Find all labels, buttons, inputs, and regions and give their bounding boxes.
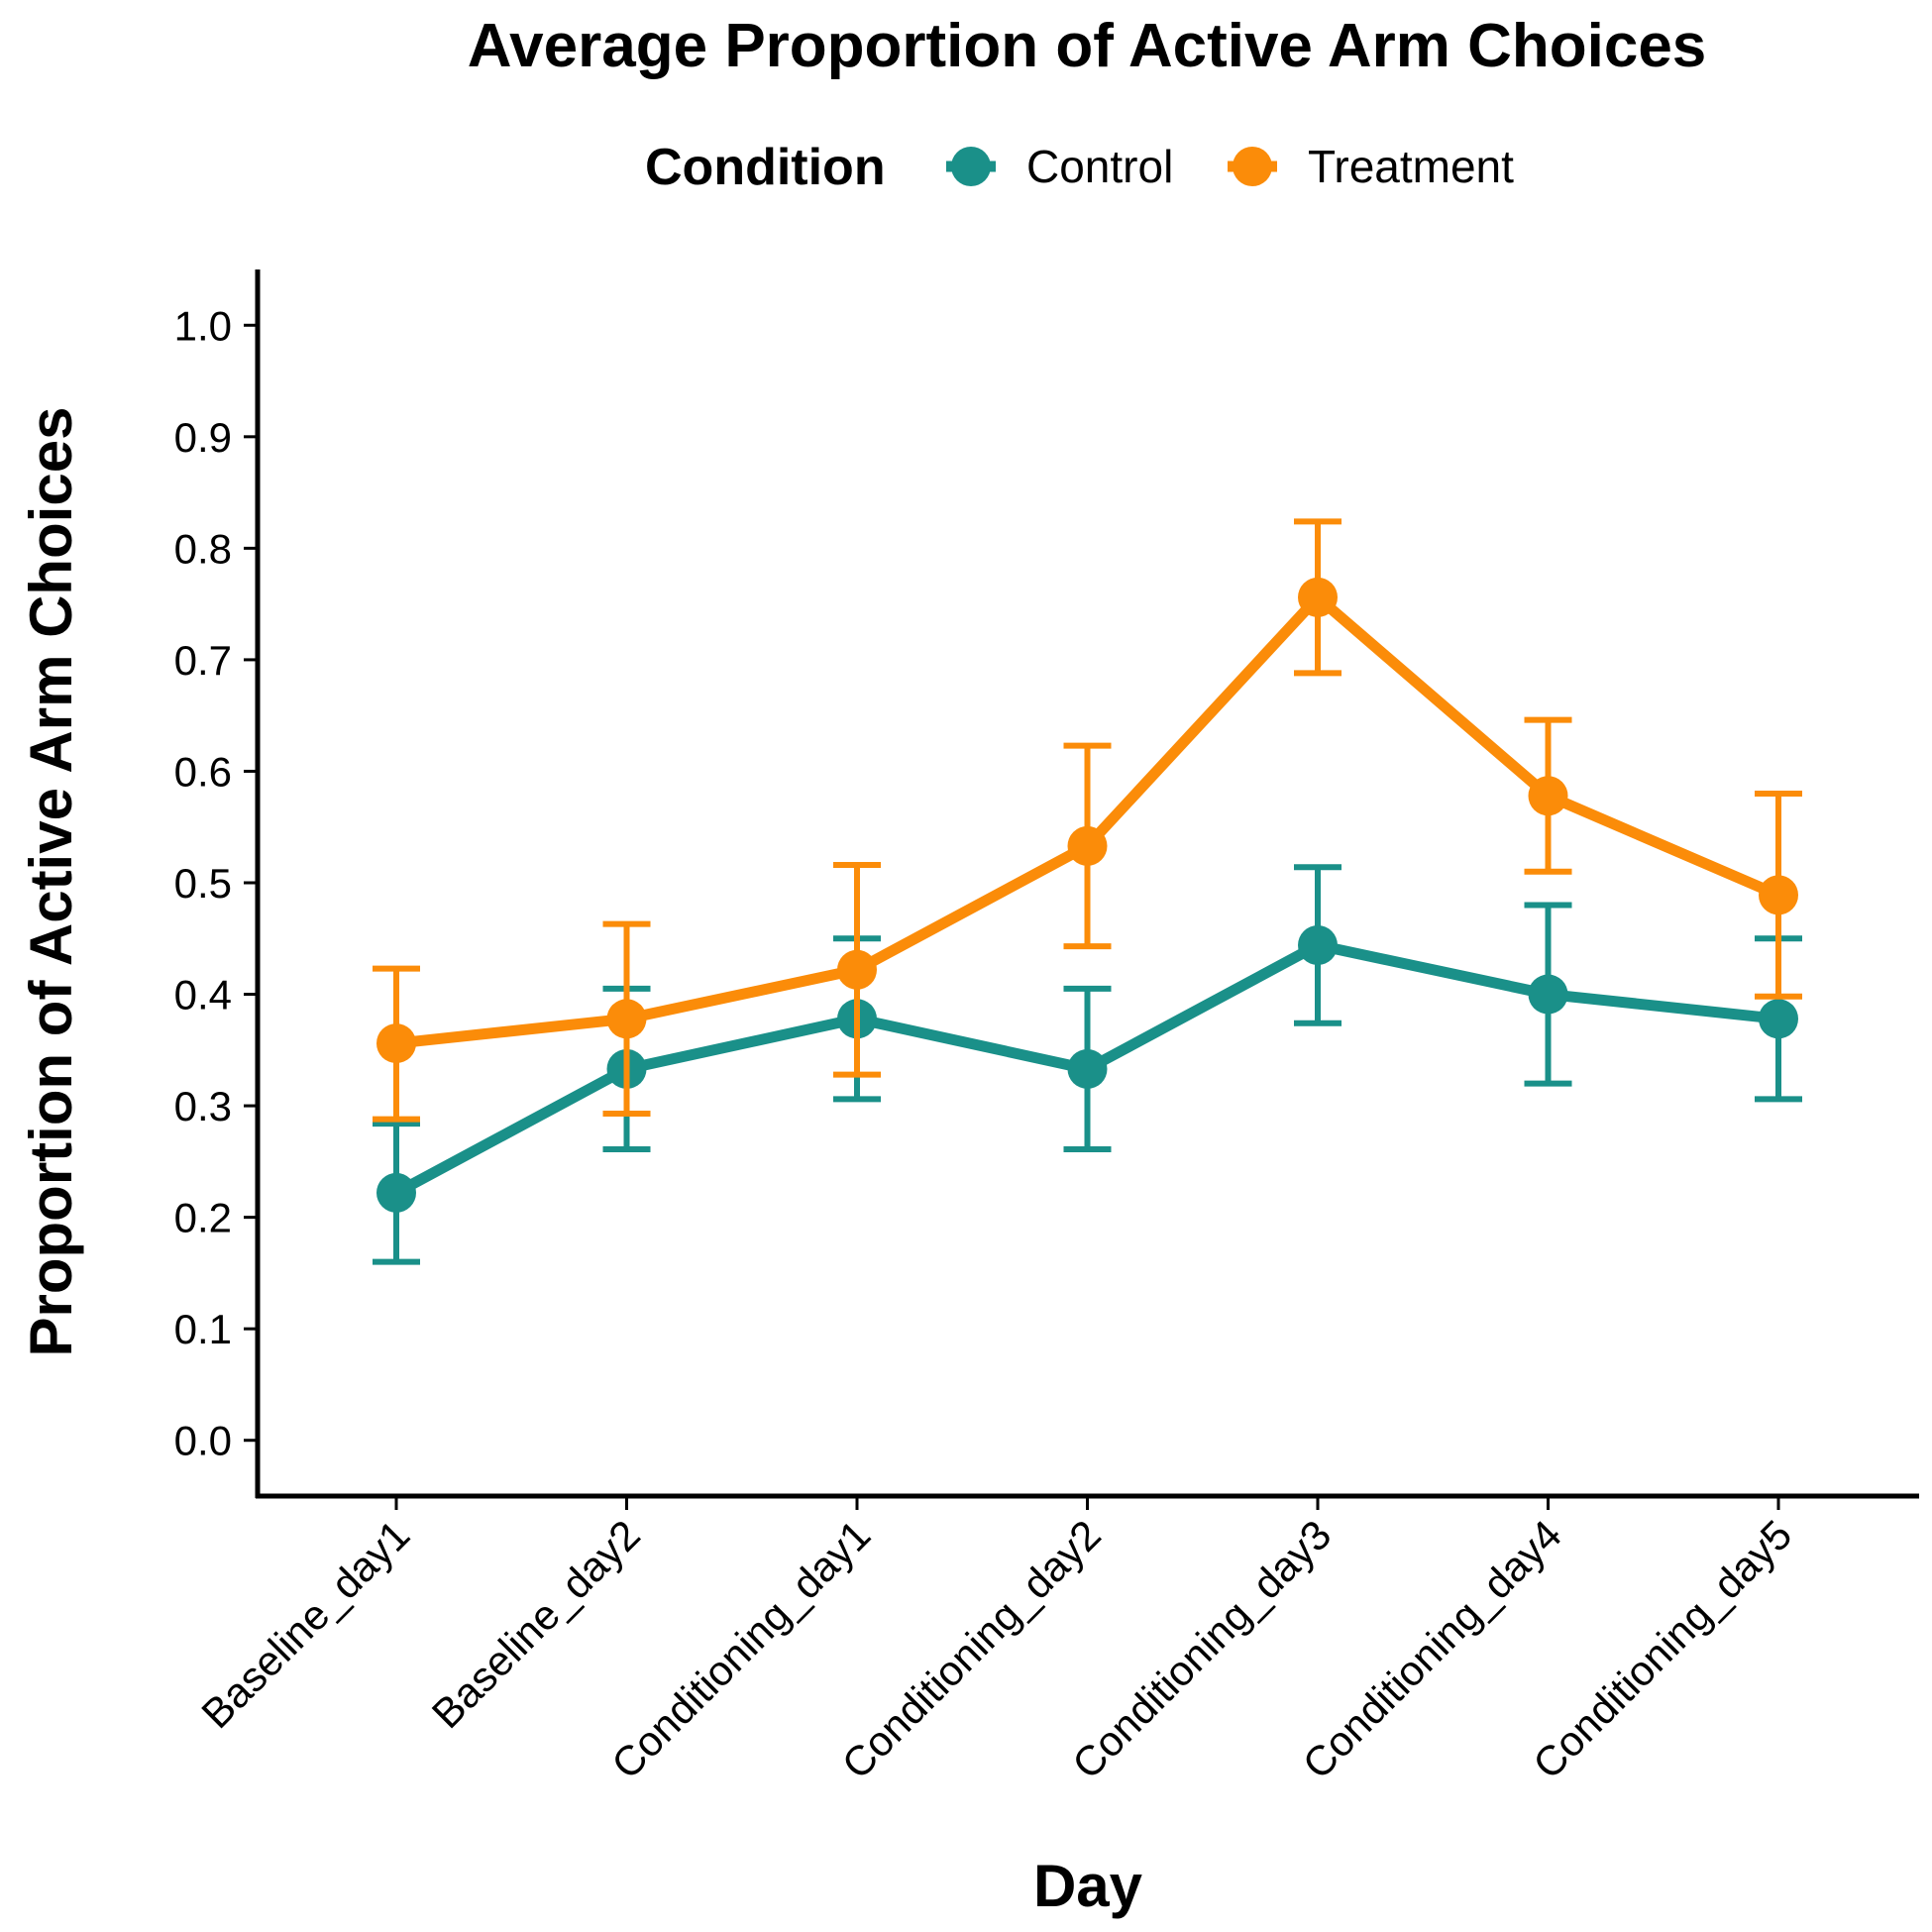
chart-title: Average Proportion of Active Arm Choices bbox=[468, 12, 1707, 80]
x-tick-label: Baseline_day1 bbox=[192, 1511, 418, 1737]
x-tick-label: Conditioning_day3 bbox=[1063, 1511, 1340, 1787]
y-tick-label: 0.9 bbox=[174, 414, 232, 461]
y-tick-label: 0.7 bbox=[174, 637, 232, 684]
series-treatment bbox=[373, 518, 1802, 1123]
y-tick-label: 0.4 bbox=[174, 972, 232, 1019]
y-tick-label: 0.5 bbox=[174, 860, 232, 907]
legend: Condition Control Treatment bbox=[645, 139, 1514, 196]
y-tick-label: 0.1 bbox=[174, 1306, 232, 1352]
data-point bbox=[1067, 825, 1108, 866]
y-tick-label: 1.0 bbox=[174, 302, 232, 349]
x-tick-label: Conditioning_day2 bbox=[833, 1511, 1110, 1787]
legend-items: Control Treatment bbox=[946, 141, 1514, 192]
y-tick-label: 0.0 bbox=[174, 1418, 232, 1464]
data-point bbox=[606, 999, 647, 1039]
y-tick-label: 0.2 bbox=[174, 1195, 232, 1241]
data-point bbox=[1298, 925, 1338, 966]
legend-item-treatment: Treatment bbox=[1228, 141, 1514, 192]
x-tick-label: Baseline_day2 bbox=[423, 1511, 649, 1737]
data-point bbox=[376, 1023, 416, 1064]
legend-title: Condition bbox=[645, 139, 886, 196]
data-point bbox=[1759, 875, 1798, 915]
data-point bbox=[1528, 776, 1568, 816]
legend-label: Treatment bbox=[1308, 141, 1514, 192]
y-axis: 0.0 0.1 0.2 0.3 0.4 0.5 0.6 0.7 0.8 0.9 1.0 bbox=[174, 269, 261, 1498]
data-point bbox=[376, 1172, 416, 1213]
x-tick-label: Conditioning_day5 bbox=[1524, 1511, 1800, 1787]
legend-key-point bbox=[1233, 147, 1272, 186]
y-axis-title: Proportion of Active Arm Choices bbox=[18, 406, 84, 1356]
data-point bbox=[1759, 999, 1798, 1039]
legend-label: Control bbox=[1026, 141, 1173, 192]
series-layer bbox=[373, 518, 1802, 1265]
data-point bbox=[1298, 577, 1338, 617]
y-tick-label: 0.8 bbox=[174, 525, 232, 572]
x-tick-label: Conditioning_day4 bbox=[1294, 1511, 1570, 1787]
x-tick-label: Conditioning_day1 bbox=[602, 1511, 879, 1787]
data-point bbox=[1067, 1048, 1108, 1089]
data-point bbox=[837, 949, 877, 990]
x-axis-title: Day bbox=[1033, 1853, 1143, 1919]
legend-key-point bbox=[951, 147, 991, 186]
y-tick-label: 0.6 bbox=[174, 748, 232, 795]
data-point bbox=[1528, 974, 1568, 1015]
y-tick-label: 0.3 bbox=[174, 1083, 232, 1129]
legend-item-control: Control bbox=[946, 141, 1173, 192]
x-axis: Baseline_day1 Baseline_day2Conditioning_d… bbox=[192, 1493, 1919, 1787]
